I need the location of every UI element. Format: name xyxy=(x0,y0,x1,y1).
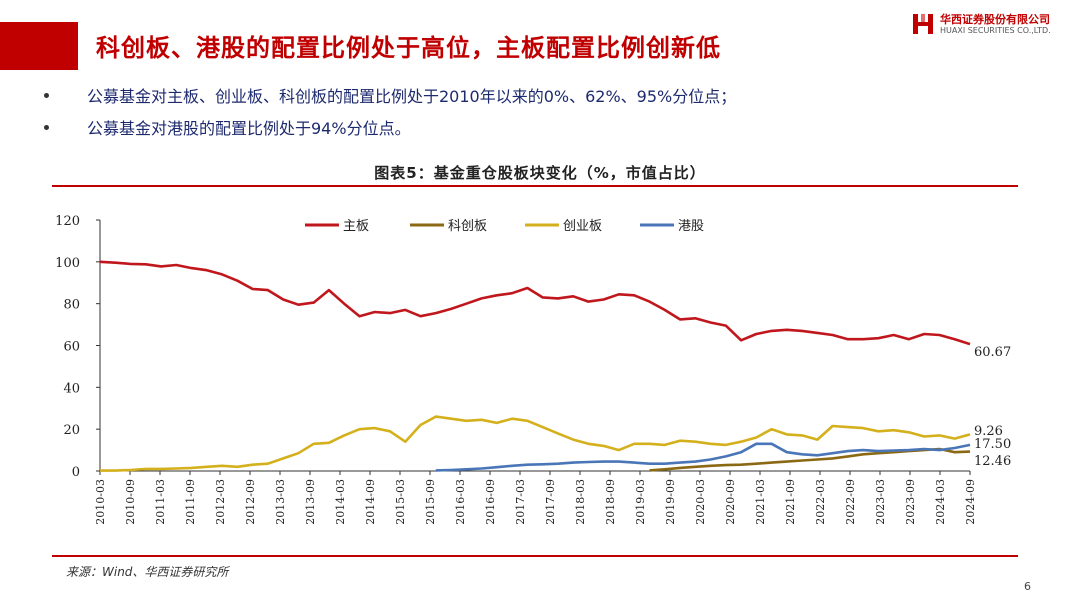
x-tick-label: 2022-03 xyxy=(814,479,827,525)
x-tick-label: 2021-09 xyxy=(784,479,797,525)
x-tick-label: 2020-03 xyxy=(694,479,707,525)
x-tick-label: 2010-09 xyxy=(124,479,137,525)
title-accent-bar xyxy=(0,22,78,70)
x-tick-label: 2011-09 xyxy=(184,479,197,525)
bullet-dot-icon xyxy=(44,92,49,98)
series-end-label: 17.50 xyxy=(974,437,1011,452)
x-tick-label: 2021-03 xyxy=(754,479,767,525)
y-tick-label: 20 xyxy=(63,423,80,438)
x-tick-label: 2022-09 xyxy=(844,479,857,525)
y-tick-label: 60 xyxy=(63,340,80,355)
x-tick-label: 2023-03 xyxy=(874,479,887,525)
source-note: 来源：Wind、华西证券研究所 xyxy=(66,565,229,579)
logo-company-name-cn: 华西证券股份有限公司 xyxy=(940,13,1050,26)
company-logo: 华西证券股份有限公司 HUAXI SECURITIES CO.,LTD. xyxy=(912,10,1072,40)
y-tick-label: 80 xyxy=(63,298,80,313)
bullet-item: 公募基金对主板、创业板、科创板的配置比例处于2010年以来的0%、62%、95%… xyxy=(44,83,736,107)
x-tick-label: 2013-09 xyxy=(304,479,317,525)
y-tick-label: 40 xyxy=(63,381,80,396)
page-title: 科创板、港股的配置比例处于高位，主板配置比例创新低 xyxy=(96,34,721,62)
logo-company-name-en: HUAXI SECURITIES CO.,LTD. xyxy=(940,26,1051,35)
x-tick-label: 2017-09 xyxy=(544,479,557,525)
bullet-item: 公募基金对港股的配置比例处于94%分位点。 xyxy=(44,115,411,139)
legend-label: 创业板 xyxy=(563,219,602,234)
chart-top-rule xyxy=(52,185,1018,187)
x-tick-label: 2015-09 xyxy=(424,479,437,525)
series-line-1 xyxy=(99,260,971,346)
x-tick-label: 2024-03 xyxy=(934,479,947,525)
x-tick-label: 2013-03 xyxy=(274,479,287,525)
x-tick-label: 2020-09 xyxy=(724,479,737,525)
x-tick-label: 2015-03 xyxy=(394,479,407,525)
x-tick-label: 2012-09 xyxy=(244,479,257,525)
series-end-label: 60.67 xyxy=(974,345,1011,360)
x-tick-label: 2016-03 xyxy=(454,479,467,525)
x-tick-label: 2014-03 xyxy=(334,479,347,525)
x-tick-label: 2012-03 xyxy=(214,479,227,525)
x-tick-label: 2023-09 xyxy=(904,479,917,525)
bullet-dot-icon xyxy=(44,124,49,130)
x-tick-label: 2017-03 xyxy=(514,479,527,525)
chart-bottom-rule xyxy=(52,555,1018,557)
chart-title: 图表5：基金重仓股板块变化（%，市值占比） xyxy=(374,164,706,182)
x-tick-label: 2018-09 xyxy=(604,479,617,525)
legend-label: 主板 xyxy=(343,219,369,234)
legend-label: 科创板 xyxy=(448,219,487,234)
x-tick-label: 2019-09 xyxy=(664,479,677,525)
bullet-text: 公募基金对主板、创业板、科创板的配置比例处于2010年以来的0%、62%、95%… xyxy=(87,87,737,106)
x-tick-label: 2011-03 xyxy=(154,479,167,525)
series-line-3 xyxy=(100,415,971,472)
y-tick-label: 120 xyxy=(55,214,80,229)
x-tick-label: 2019-03 xyxy=(634,479,647,525)
x-tick-label: 2018-03 xyxy=(574,479,587,525)
page-number: 6 xyxy=(1024,580,1031,593)
series-line-4 xyxy=(435,442,971,472)
legend-label: 港股 xyxy=(678,219,704,234)
series-line-2 xyxy=(649,447,971,472)
series-end-label: 9.26 xyxy=(974,424,1003,439)
series-end-label: 12.46 xyxy=(974,454,1011,469)
x-tick-label: 2014-09 xyxy=(364,479,377,525)
y-tick-label: 0 xyxy=(72,465,80,480)
x-tick-label: 2016-09 xyxy=(484,479,497,525)
y-tick-label: 100 xyxy=(55,256,80,271)
x-tick-label: 2010-03 xyxy=(94,479,107,525)
bullet-text: 公募基金对港股的配置比例处于94%分位点。 xyxy=(87,119,411,138)
huaxi-logo-icon xyxy=(913,14,933,34)
x-tick-label: 2024-09 xyxy=(964,479,977,525)
